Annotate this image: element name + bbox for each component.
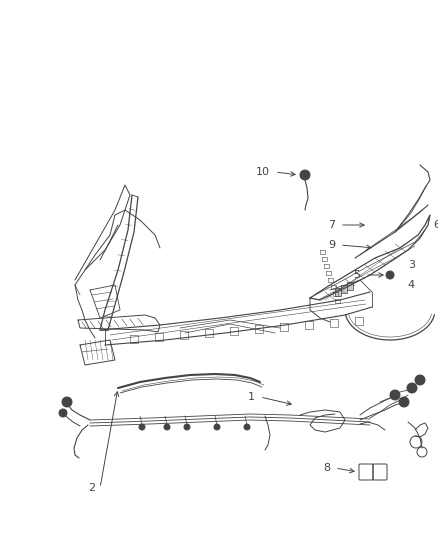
Text: 3: 3 — [408, 260, 415, 270]
Text: 6: 6 — [433, 220, 438, 230]
Circle shape — [415, 375, 425, 385]
Circle shape — [164, 424, 170, 430]
Circle shape — [139, 424, 145, 430]
Text: 9: 9 — [328, 240, 335, 250]
Text: 7: 7 — [328, 220, 335, 230]
Bar — [347, 282, 353, 290]
Circle shape — [300, 170, 310, 180]
Circle shape — [62, 397, 72, 407]
Text: 10: 10 — [256, 167, 270, 177]
Circle shape — [184, 424, 190, 430]
Text: 2: 2 — [88, 483, 95, 493]
Circle shape — [59, 409, 67, 417]
Circle shape — [390, 390, 400, 400]
Circle shape — [407, 383, 417, 393]
Circle shape — [244, 424, 250, 430]
Text: 5: 5 — [353, 270, 360, 280]
Text: 4: 4 — [408, 280, 415, 290]
Circle shape — [399, 397, 409, 407]
Bar — [341, 285, 347, 293]
Circle shape — [214, 424, 220, 430]
Text: 1: 1 — [248, 392, 255, 402]
Bar — [335, 288, 341, 296]
Circle shape — [386, 271, 394, 279]
Text: 8: 8 — [323, 463, 330, 473]
